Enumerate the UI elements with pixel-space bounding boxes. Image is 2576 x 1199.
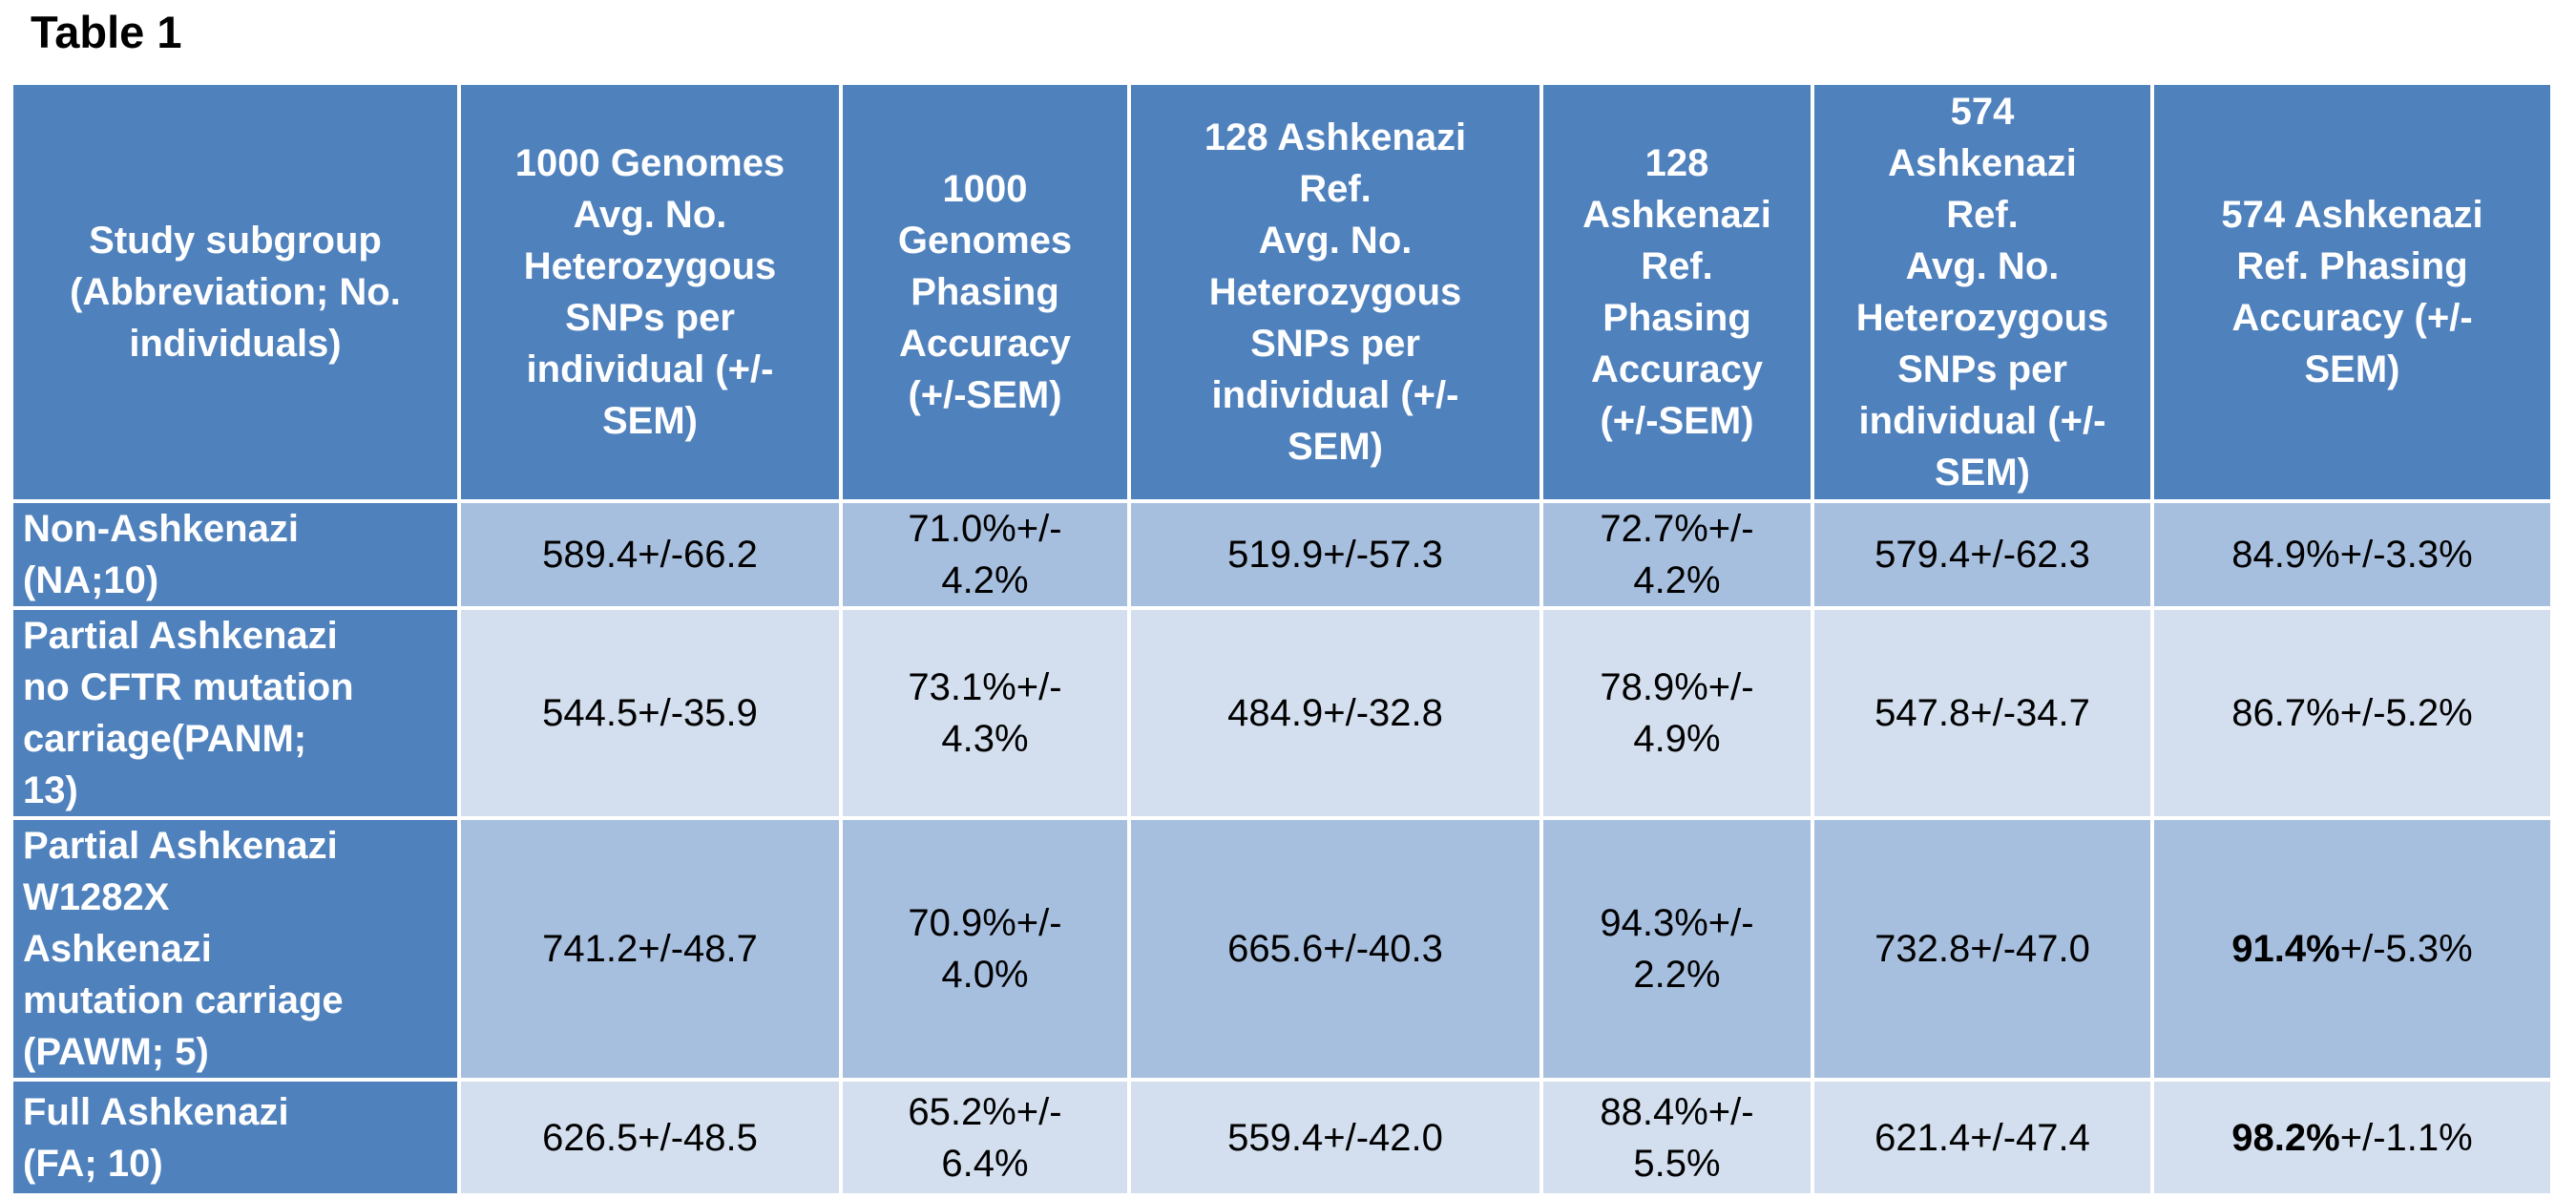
cell-574-accuracy-rest: 84.9%+/-3.3% bbox=[2231, 534, 2473, 576]
cell-574-snps: 732.8+/-47.0 bbox=[1811, 816, 2154, 1082]
cell-1000g-snps: 544.5+/-35.9 bbox=[457, 606, 843, 820]
cell-1000g-snps: 626.5+/-48.5 bbox=[457, 1078, 843, 1197]
header-574-accuracy: 574 Ashkenazi Ref. Phasing Accuracy (+/-… bbox=[2150, 81, 2554, 503]
cell-1000g-snps: 589.4+/-66.2 bbox=[457, 499, 843, 610]
cell-128-accuracy: 94.3%+/- 2.2% bbox=[1539, 816, 1814, 1082]
results-table: Study subgroup (Abbreviation; No. indivi… bbox=[10, 81, 2554, 1197]
row-subgroup: Full Ashkenazi (FA; 10) bbox=[10, 1078, 461, 1197]
cell-574-accuracy-bold: 91.4% bbox=[2231, 928, 2340, 970]
cell-1000g-snps: 741.2+/-48.7 bbox=[457, 816, 843, 1082]
cell-574-accuracy: 86.7%+/-5.2% bbox=[2150, 606, 2554, 820]
table-title: Table 1 bbox=[31, 7, 182, 57]
table-row: Full Ashkenazi (FA; 10) 626.5+/-48.5 65.… bbox=[10, 1078, 2554, 1197]
row-subgroup: Partial Ashkenazi W1282X Ashkenazi mutat… bbox=[10, 816, 461, 1082]
cell-128-accuracy: 72.7%+/- 4.2% bbox=[1539, 499, 1814, 610]
header-study-subgroup: Study subgroup (Abbreviation; No. indivi… bbox=[10, 81, 461, 503]
cell-574-accuracy-rest: +/-1.1% bbox=[2339, 1116, 2473, 1159]
cell-574-accuracy-rest: +/-5.3% bbox=[2339, 928, 2473, 970]
cell-574-accuracy: 98.2%+/-1.1% bbox=[2150, 1078, 2554, 1197]
cell-128-accuracy: 78.9%+/- 4.9% bbox=[1539, 606, 1814, 820]
cell-574-accuracy: 84.9%+/-3.3% bbox=[2150, 499, 2554, 610]
cell-1000g-accuracy: 65.2%+/- 6.4% bbox=[839, 1078, 1131, 1197]
cell-128-snps: 484.9+/-32.8 bbox=[1127, 606, 1543, 820]
table-row: Partial Ashkenazi W1282X Ashkenazi mutat… bbox=[10, 816, 2554, 1082]
cell-128-snps: 559.4+/-42.0 bbox=[1127, 1078, 1543, 1197]
cell-1000g-accuracy: 71.0%+/- 4.2% bbox=[839, 499, 1131, 610]
cell-128-snps: 519.9+/-57.3 bbox=[1127, 499, 1543, 610]
header-574-snps: 574 Ashkenazi Ref. Avg. No. Heterozygous… bbox=[1811, 81, 2154, 503]
cell-574-snps: 579.4+/-62.3 bbox=[1811, 499, 2154, 610]
cell-1000g-accuracy: 70.9%+/- 4.0% bbox=[839, 816, 1131, 1082]
cell-128-accuracy: 88.4%+/- 5.5% bbox=[1539, 1078, 1814, 1197]
header-1000g-accuracy: 1000 Genomes Phasing Accuracy (+/-SEM) bbox=[839, 81, 1131, 503]
cell-128-snps: 665.6+/-40.3 bbox=[1127, 816, 1543, 1082]
row-subgroup: Partial Ashkenazi no CFTR mutation carri… bbox=[10, 606, 461, 820]
header-128-accuracy: 128 Ashkenazi Ref. Phasing Accuracy (+/-… bbox=[1539, 81, 1814, 503]
cell-574-snps: 621.4+/-47.4 bbox=[1811, 1078, 2154, 1197]
cell-574-snps: 547.8+/-34.7 bbox=[1811, 606, 2154, 820]
table-row: Non-Ashkenazi (NA;10) 589.4+/-66.2 71.0%… bbox=[10, 499, 2554, 610]
row-subgroup: Non-Ashkenazi (NA;10) bbox=[10, 499, 461, 610]
cell-574-accuracy-bold: 98.2% bbox=[2231, 1116, 2340, 1159]
cell-574-accuracy-rest: 86.7%+/-5.2% bbox=[2231, 692, 2473, 734]
table-row: Partial Ashkenazi no CFTR mutation carri… bbox=[10, 606, 2554, 820]
cell-1000g-accuracy: 73.1%+/- 4.3% bbox=[839, 606, 1131, 820]
header-1000g-snps: 1000 Genomes Avg. No. Heterozygous SNPs … bbox=[457, 81, 843, 503]
header-row: Study subgroup (Abbreviation; No. indivi… bbox=[10, 81, 2554, 503]
header-128-snps: 128 Ashkenazi Ref. Avg. No. Heterozygous… bbox=[1127, 81, 1543, 503]
cell-574-accuracy: 91.4%+/-5.3% bbox=[2150, 816, 2554, 1082]
